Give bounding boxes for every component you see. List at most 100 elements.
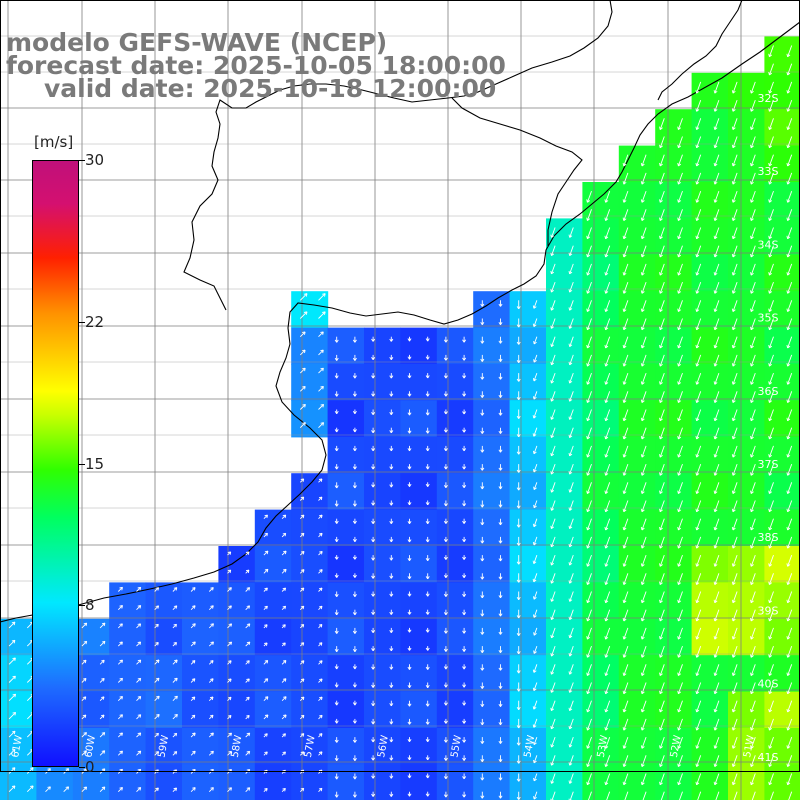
wind-arrow	[731, 500, 738, 513]
wind-arrow	[334, 791, 339, 798]
wind-arrow	[622, 300, 629, 312]
wind-arrow	[695, 209, 702, 221]
lat-labels: 32S 33S 34S 35S 36S 37S 38S 39S 40S 41S	[758, 92, 779, 764]
wind-speed-cell	[436, 764, 474, 800]
wind-arrow	[659, 482, 665, 494]
wind-arrow	[768, 209, 774, 221]
wind-arrow	[713, 573, 720, 585]
wind-arrow	[768, 354, 774, 367]
wind-arrow	[371, 336, 376, 342]
wind-arrow	[550, 245, 556, 257]
wind-arrow	[190, 623, 196, 629]
wind-speed-cell	[509, 291, 547, 329]
wind-arrow	[407, 555, 412, 561]
wind-arrow	[750, 154, 756, 167]
wind-arrow	[659, 427, 665, 440]
wind-arrow	[516, 373, 521, 382]
wind-arrow	[81, 732, 87, 738]
wind-arrow	[462, 427, 467, 433]
lat-label: 37S	[758, 458, 779, 471]
wind-arrow	[695, 190, 702, 203]
coastline-segment	[657, 0, 743, 101]
wind-arrow	[622, 755, 629, 767]
wind-arrow	[462, 609, 467, 616]
wind-arrow	[677, 245, 683, 258]
wind-arrow	[318, 385, 324, 392]
wind-arrow	[263, 550, 269, 556]
wind-arrow	[407, 737, 412, 742]
wind-speed-cell	[254, 509, 292, 547]
wind-arrow	[263, 696, 269, 702]
wind-arrow	[532, 664, 538, 673]
wind-arrow	[640, 245, 647, 258]
wind-speed-cells	[0, 36, 800, 800]
wind-arrow	[750, 354, 756, 367]
wind-arrow	[768, 81, 774, 94]
wind-arrow	[407, 700, 412, 707]
wind-arrow	[462, 573, 467, 579]
wind-arrow	[640, 281, 647, 294]
wind-arrow	[208, 605, 214, 611]
wind-arrow	[532, 409, 538, 419]
wind-arrow	[768, 99, 774, 112]
wind-arrow	[622, 627, 629, 640]
wind-arrow	[786, 609, 793, 622]
wind-arrow	[425, 773, 430, 779]
wind-arrow	[263, 532, 268, 538]
wind-arrow	[550, 609, 556, 621]
wind-arrow	[640, 573, 647, 585]
wind-arrow	[768, 518, 774, 531]
wind-arrow	[136, 732, 142, 738]
wind-arrow	[190, 587, 196, 592]
wind-arrow	[443, 482, 448, 489]
wind-arrow	[695, 409, 702, 422]
wind-arrow	[568, 518, 574, 530]
wind-arrow	[677, 500, 683, 513]
wind-arrow	[586, 482, 592, 494]
wind-arrow	[425, 573, 430, 580]
wind-arrow	[443, 555, 448, 560]
wind-arrow	[227, 569, 232, 574]
wind-arrow	[371, 773, 376, 779]
wind-arrow	[695, 172, 702, 185]
wind-arrow	[532, 463, 538, 473]
wind-arrow	[516, 646, 521, 655]
wind-arrow	[750, 627, 756, 640]
wind-arrow	[786, 63, 793, 76]
wind-arrow	[768, 45, 774, 58]
wind-arrow	[208, 641, 214, 647]
wind-arrow	[498, 391, 503, 398]
wind-arrow	[550, 791, 556, 800]
wind-arrow	[768, 227, 774, 240]
wind-arrow	[172, 732, 178, 738]
wind-arrow	[117, 787, 123, 793]
wind-arrow	[154, 659, 160, 665]
wind-arrow	[568, 318, 574, 329]
wind-arrow	[480, 409, 485, 416]
wind-arrow	[768, 336, 774, 349]
wind-arrow	[245, 623, 251, 629]
wind-arrow	[281, 605, 287, 611]
wind-arrow	[318, 349, 324, 356]
wind-arrow	[786, 172, 793, 185]
wind-arrow	[443, 755, 448, 761]
wind-arrow	[318, 678, 323, 683]
wind-arrow	[731, 209, 738, 221]
wind-arrow	[731, 354, 738, 367]
wind-arrow	[480, 427, 485, 434]
wind-arrow	[480, 682, 485, 689]
wind-speed-cell	[400, 364, 438, 401]
wind-arrow	[713, 136, 720, 149]
wind-arrow	[208, 732, 214, 738]
wind-arrow	[136, 677, 142, 683]
wind-arrow	[172, 642, 177, 647]
colorbar-tick-label: 22	[85, 312, 105, 331]
wind-arrow	[498, 664, 503, 671]
colorbar-tick-label: 15	[85, 454, 105, 473]
wind-speed-cell	[254, 618, 292, 656]
wind-arrow	[768, 409, 774, 422]
wind-arrow	[604, 445, 611, 458]
wind-arrow	[480, 464, 485, 471]
wind-arrow	[731, 573, 738, 585]
wind-arrow	[786, 209, 793, 221]
